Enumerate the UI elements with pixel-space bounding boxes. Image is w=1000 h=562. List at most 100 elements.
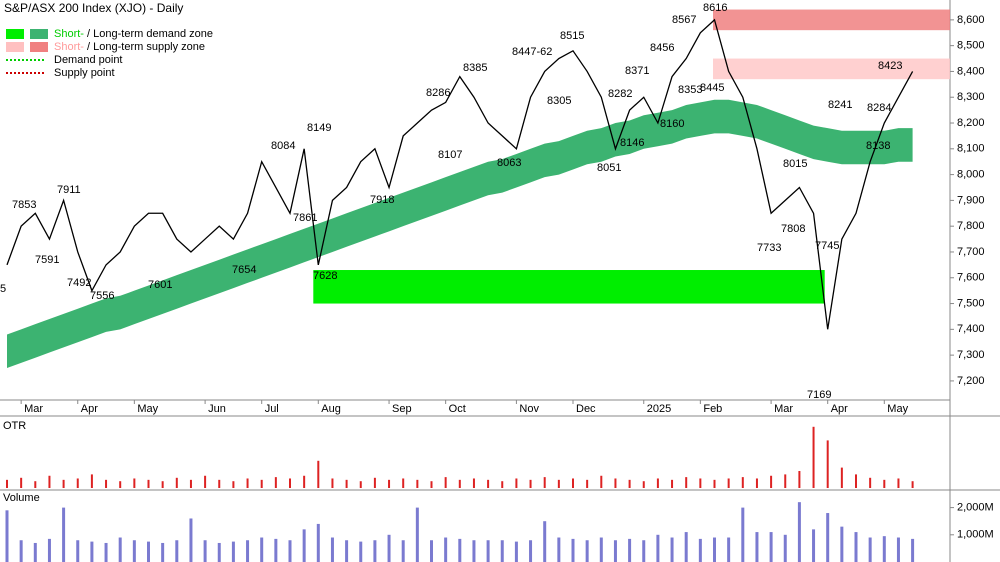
volume-bar — [161, 542, 165, 562]
price-annotation: 8445 — [700, 82, 724, 94]
otr-bar — [76, 478, 79, 488]
volume-bar — [373, 540, 377, 562]
price-annotation: 7861 — [293, 212, 317, 224]
volume-bar — [387, 534, 391, 562]
otr-bar — [869, 477, 872, 488]
legend-swatch — [30, 42, 48, 52]
otr-bar — [260, 479, 263, 488]
volume-title: Volume — [3, 492, 40, 504]
legend-label: Demand point — [54, 54, 123, 66]
otr-bar — [444, 477, 447, 488]
volume-bar — [231, 541, 235, 562]
volume-bar — [5, 510, 9, 562]
volume-bar — [415, 507, 419, 562]
legend-swatch — [30, 29, 48, 39]
volume-bar — [812, 529, 816, 562]
volume-bar — [529, 540, 533, 562]
volume-bar — [260, 537, 264, 562]
otr-bar — [656, 478, 659, 488]
volume-bar — [642, 540, 646, 562]
volume-bar — [118, 537, 122, 562]
y-tick-label: 8,300 — [957, 91, 985, 103]
otr-bar — [685, 477, 688, 488]
price-annotation: 7169 — [807, 389, 831, 401]
otr-bar — [430, 481, 433, 488]
volume-bar — [628, 538, 632, 562]
volume-bar — [783, 534, 787, 562]
otr-bar — [317, 460, 320, 488]
otr-bar — [713, 479, 716, 488]
price-annotation: 7733 — [757, 242, 781, 254]
otr-bar — [515, 478, 518, 488]
price-annotation: 7918 — [370, 194, 394, 206]
otr-bar — [770, 475, 773, 488]
otr-bar — [189, 479, 192, 488]
otr-bar — [741, 477, 744, 488]
x-tick-label: Jul — [265, 403, 279, 415]
otr-bar — [161, 481, 164, 488]
legend-swatch — [6, 29, 24, 39]
x-tick-label: May — [887, 403, 908, 415]
otr-bar — [727, 478, 730, 488]
y-tick-label: 7,500 — [957, 297, 985, 309]
volume-bar — [769, 532, 773, 562]
volume-bar — [840, 526, 844, 562]
volume-bar — [104, 542, 108, 562]
otr-bar — [289, 478, 291, 488]
otr-bar — [204, 475, 207, 488]
volume-bar — [47, 538, 51, 562]
price-annotation: 8616 — [703, 2, 727, 14]
otr-bar — [642, 481, 645, 488]
price-annotation: 8305 — [547, 95, 571, 107]
price-annotation: 8138 — [866, 140, 890, 152]
volume-bar — [90, 541, 94, 562]
price-annotation: 7654 — [232, 264, 256, 276]
otr-bar — [345, 479, 348, 488]
volume-bar — [613, 540, 617, 562]
volume-bar — [656, 534, 660, 562]
volume-bar — [727, 537, 731, 562]
legend-label: Short- / Long-term supply zone — [54, 41, 205, 53]
price-annotation: 7556 — [90, 290, 114, 302]
otr-bar — [34, 481, 37, 488]
volume-bar — [444, 537, 448, 562]
otr-bar — [90, 474, 93, 488]
volume-bar — [175, 540, 179, 562]
volume-bar — [500, 540, 504, 562]
legend-text: Short- — [54, 28, 84, 40]
price-annotation: 8063 — [497, 157, 521, 169]
price-annotation: 8241 — [828, 99, 852, 111]
volume-bar — [486, 540, 490, 562]
otr-bar — [246, 478, 249, 488]
zone — [713, 58, 950, 80]
x-tick-label: Dec — [576, 403, 596, 415]
price-annotation: 8284 — [867, 102, 891, 114]
otr-bar — [798, 471, 801, 488]
legend-swatch — [6, 42, 24, 52]
y-tick-label: 1,000M — [957, 529, 994, 541]
otr-bar — [826, 440, 829, 488]
y-tick-label: 7,900 — [957, 194, 985, 206]
otr-bar — [119, 481, 122, 488]
legend-text: / Long-term supply zone — [84, 41, 205, 53]
otr-bar — [175, 477, 178, 488]
volume-bar — [458, 538, 462, 562]
volume-bar — [33, 542, 37, 562]
x-tick-label: Sep — [392, 403, 412, 415]
volume-bar — [288, 540, 292, 562]
price-annotation: 8149 — [307, 122, 331, 134]
otr-bar — [784, 474, 787, 488]
price-annotation: 8567 — [672, 14, 696, 26]
volume-bar — [854, 532, 858, 562]
otr-bar — [699, 478, 702, 488]
legend-text: Supply point — [54, 67, 115, 79]
price-annotation: 7628 — [313, 270, 337, 282]
volume-bar — [302, 529, 306, 562]
price-annotation: 7745 — [815, 240, 839, 252]
otr-bar — [105, 479, 108, 488]
price-annotation: 8286 — [426, 87, 450, 99]
otr-bar — [840, 467, 843, 488]
volume-bar — [472, 540, 476, 562]
price-annotation: 8353 — [678, 84, 702, 96]
volume-bar — [882, 536, 886, 562]
